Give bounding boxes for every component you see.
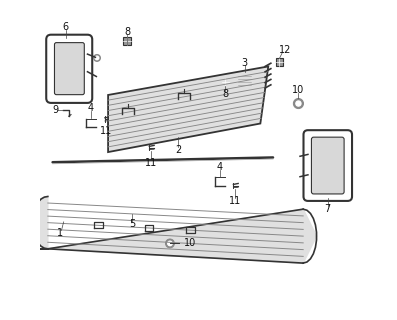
Text: 11: 11: [145, 157, 157, 168]
Polygon shape: [108, 67, 268, 152]
Circle shape: [95, 56, 99, 60]
Text: 3: 3: [242, 58, 248, 68]
Circle shape: [296, 101, 301, 106]
Text: 10: 10: [184, 238, 197, 248]
Text: 9: 9: [52, 105, 58, 115]
Text: 6: 6: [62, 22, 69, 32]
Text: 11: 11: [229, 196, 241, 206]
FancyBboxPatch shape: [311, 137, 344, 194]
Circle shape: [293, 99, 303, 108]
Text: 12: 12: [279, 44, 291, 55]
Text: 4: 4: [217, 162, 223, 172]
Text: 4: 4: [88, 103, 94, 113]
Text: 8: 8: [124, 27, 130, 36]
Polygon shape: [32, 196, 317, 263]
Circle shape: [168, 241, 172, 246]
FancyBboxPatch shape: [237, 73, 252, 86]
Circle shape: [166, 239, 174, 248]
Text: 5: 5: [129, 219, 135, 229]
Text: 2: 2: [175, 145, 181, 155]
Text: 8: 8: [222, 89, 229, 99]
Text: 1: 1: [56, 228, 63, 238]
FancyBboxPatch shape: [123, 37, 131, 45]
Text: 7: 7: [325, 204, 331, 213]
FancyBboxPatch shape: [54, 43, 84, 95]
Text: 10: 10: [292, 85, 304, 95]
FancyBboxPatch shape: [276, 59, 283, 66]
Text: 11: 11: [100, 126, 113, 136]
Circle shape: [94, 54, 100, 61]
FancyBboxPatch shape: [222, 78, 229, 86]
